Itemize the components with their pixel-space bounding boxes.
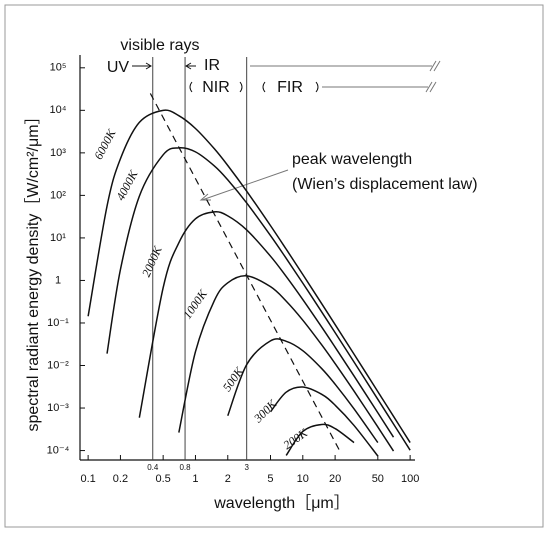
x-tick-label: 10 bbox=[297, 473, 309, 485]
y-axis-label: spectral radiant energy density［W/cm²/μm… bbox=[24, 108, 42, 431]
peak-law-label: (Wien’s displacement law) bbox=[292, 176, 478, 193]
y-tick-label: 10⁻⁴ bbox=[47, 444, 70, 456]
curve bbox=[227, 338, 379, 444]
boundary-label: 0.8 bbox=[179, 463, 191, 472]
uv-label: UV bbox=[107, 59, 130, 76]
y-tick-label: 10⁴ bbox=[50, 104, 67, 116]
curve-label: 6000K bbox=[91, 126, 119, 162]
x-tick-label: 2 bbox=[225, 473, 231, 485]
peak-arrow-head bbox=[199, 193, 211, 201]
peak-label: peak wavelength bbox=[292, 151, 412, 168]
x-tick-label: 0.2 bbox=[113, 473, 128, 485]
curve-label: 4000K bbox=[113, 167, 141, 203]
x-tick-label: 0.1 bbox=[80, 473, 95, 485]
x-tick-label: 20 bbox=[329, 473, 341, 485]
curve bbox=[269, 386, 379, 457]
x-tick-label: 5 bbox=[267, 473, 273, 485]
y-tick-label: 10³ bbox=[50, 147, 66, 159]
frame bbox=[4, 4, 544, 528]
y-tick-label: 10⁵ bbox=[50, 62, 67, 74]
fir-break bbox=[425, 81, 437, 93]
fir-label: FIR bbox=[277, 79, 303, 96]
y-tick-label: 10⁻³ bbox=[47, 402, 69, 414]
nir-brackets bbox=[189, 81, 243, 93]
x-axis-label: wavelength［μm］ bbox=[213, 494, 350, 512]
x-tick-label: 50 bbox=[372, 473, 384, 485]
ir-break bbox=[429, 60, 441, 72]
x-tick-label: 0.5 bbox=[156, 473, 171, 485]
nir-label: NIR bbox=[202, 79, 230, 96]
peak-line bbox=[149, 93, 341, 451]
x-tick-label: 1 bbox=[192, 473, 198, 485]
curve-label: 300K bbox=[250, 396, 280, 426]
ir-label: IR bbox=[204, 57, 220, 74]
curve bbox=[178, 275, 395, 452]
curve bbox=[285, 423, 355, 456]
boundary-label: 0.4 bbox=[147, 463, 159, 472]
curve bbox=[87, 109, 411, 443]
uv-arrow-head bbox=[145, 62, 152, 70]
y-tick-label: 10² bbox=[50, 189, 66, 201]
x-tick-label: 100 bbox=[401, 473, 419, 485]
y-tick-label: 10⁻² bbox=[47, 359, 69, 371]
y-tick-label: 10¹ bbox=[50, 232, 66, 244]
y-tick-label: 10⁻¹ bbox=[47, 317, 69, 329]
y-tick-label: 1 bbox=[55, 274, 61, 286]
plot-area bbox=[87, 93, 411, 457]
curve bbox=[138, 210, 395, 438]
curve-label: 2000K bbox=[139, 243, 165, 279]
peak-arrow bbox=[201, 169, 289, 201]
curve-label: 500K bbox=[220, 364, 247, 394]
boundary-label: 3 bbox=[244, 463, 249, 472]
fir-brackets bbox=[262, 81, 319, 93]
curve bbox=[106, 146, 411, 451]
visible-label: visible rays bbox=[120, 37, 199, 54]
